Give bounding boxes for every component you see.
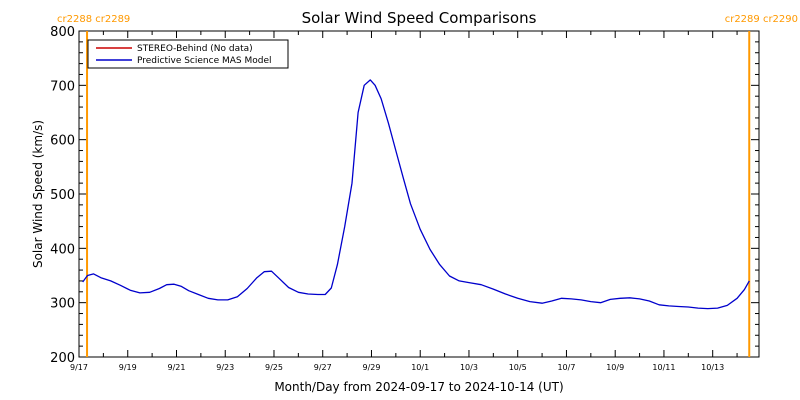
- x-tick-label: 9/19: [119, 363, 137, 372]
- y-tick-label: 300: [50, 297, 75, 312]
- x-tick-label: 10/5: [509, 363, 527, 372]
- x-tick-label: 9/21: [168, 363, 186, 372]
- y-tick-label: 400: [50, 242, 75, 257]
- legend-box: [87, 39, 289, 69]
- y-tick-label: 500: [50, 188, 75, 203]
- x-tick-label: 10/11: [652, 363, 675, 372]
- x-tick-label: 10/9: [606, 363, 624, 372]
- legend-label-stereo: STEREO-Behind (No data): [137, 44, 253, 54]
- carrington-marker-label: cr2288 cr2289: [57, 14, 130, 25]
- x-tick-label: 9/29: [362, 363, 380, 372]
- y-tick-label: 800: [50, 25, 75, 40]
- x-tick-label: 9/23: [216, 363, 234, 372]
- carrington-markers: cr2288 cr2289 cr2289 cr2290: [57, 14, 798, 357]
- legend-label-mas-model: Predictive Science MAS Model: [137, 56, 272, 66]
- x-tick-label: 9/25: [265, 363, 283, 372]
- carrington-marker-label: cr2289 cr2290: [725, 14, 798, 25]
- y-tick-label: 600: [50, 134, 75, 149]
- chart-title: Solar Wind Speed Comparisons: [302, 9, 537, 27]
- x-axis-label: Month/Day from 2024-09-17 to 2024-10-14 …: [274, 380, 563, 394]
- y-axis: 200 300 400 500 600 700 800: [50, 25, 759, 366]
- x-axis: 9/17 9/19 9/21 9/23 9/25 9/27 9/29 10/1 10/3 10/5…: [70, 31, 738, 372]
- series-line-mas-model: [82, 79, 750, 310]
- x-tick-label: 10/13: [701, 363, 724, 372]
- x-tick-label: 10/3: [460, 363, 478, 372]
- x-tick-label: 9/27: [314, 363, 332, 372]
- x-tick-label: 9/17: [70, 363, 88, 372]
- plot-frame: [78, 30, 760, 358]
- y-tick-label: 700: [50, 79, 75, 94]
- x-tick-label: 10/7: [557, 363, 575, 372]
- y-axis-label: Solar Wind Speed (km/s): [31, 120, 45, 268]
- x-tick-label: 10/1: [411, 363, 429, 372]
- series-layer: [82, 79, 750, 310]
- y-tick-label: 200: [50, 351, 75, 366]
- legend: STEREO-Behind (No data) Predictive Scien…: [87, 39, 289, 69]
